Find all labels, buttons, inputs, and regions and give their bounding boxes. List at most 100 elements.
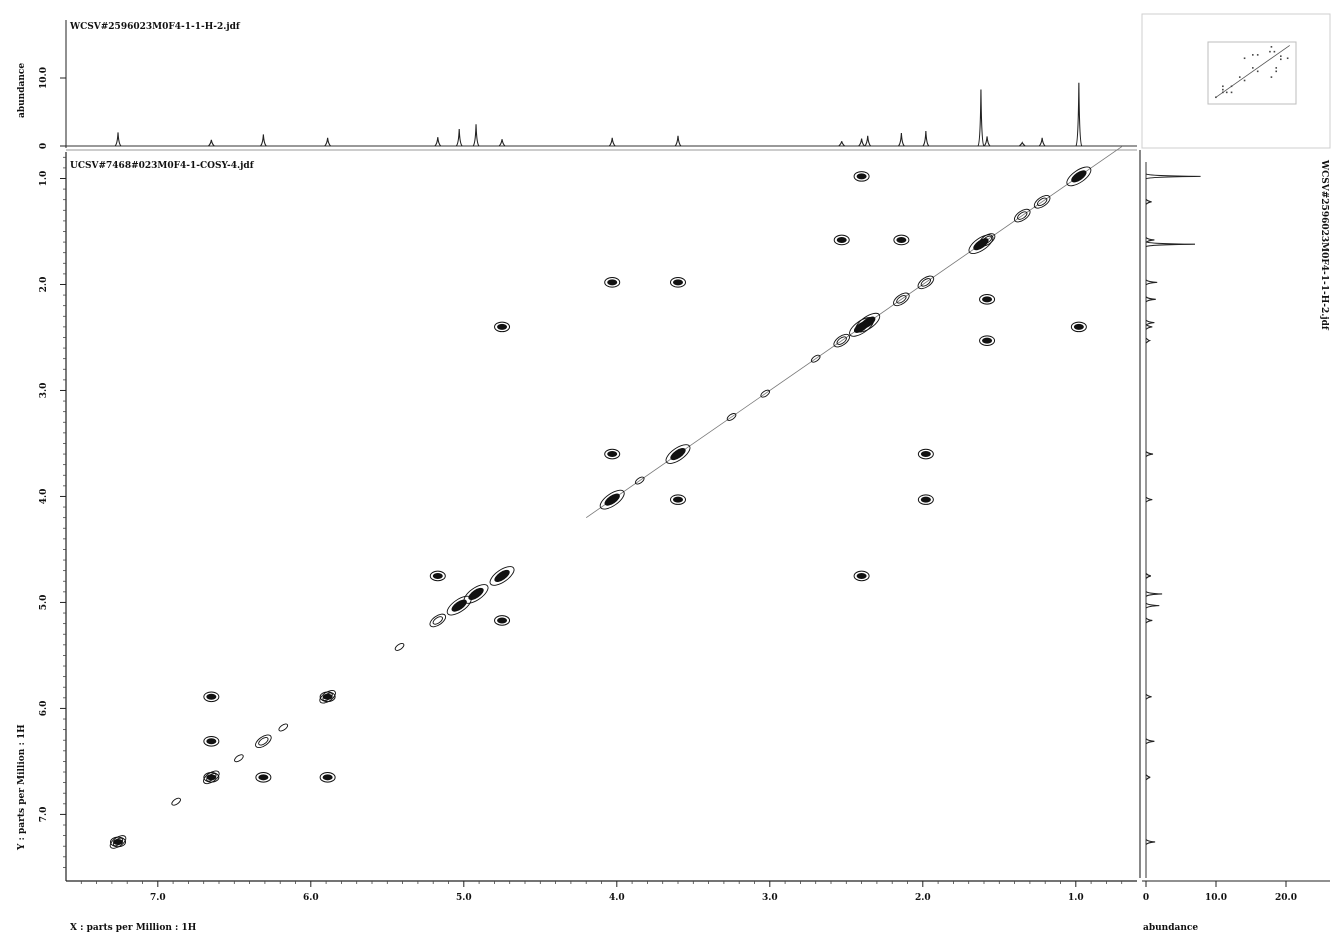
cross-peak-core — [206, 738, 217, 745]
overview-cross-peak — [1280, 58, 1282, 61]
cross-peak-contour — [853, 171, 870, 182]
cross-peak-contour — [110, 836, 127, 848]
overview-cross-peak — [1256, 54, 1259, 56]
cross-peak-contour — [604, 277, 621, 288]
diagonal-peak-contour — [760, 389, 771, 398]
cross-peak-core — [1073, 323, 1084, 330]
right-spectrum-peak — [1145, 323, 1153, 330]
overview-cross-peak — [1222, 85, 1224, 88]
overview-cross-peak — [1252, 54, 1254, 56]
cross-peak-core — [982, 337, 993, 344]
diagonal-peak — [1066, 166, 1092, 187]
y-axis-title: Y : parts per Million : 1H — [17, 724, 27, 851]
cross-peak-contour — [255, 772, 272, 783]
overview-cross-peak — [1222, 88, 1224, 91]
diagonal-peak-contour — [394, 642, 405, 651]
top-spectrum-peak — [983, 136, 991, 147]
overview-cross-peak — [1252, 67, 1254, 69]
cross-peak — [319, 691, 336, 703]
diagonal-peak-contour — [319, 689, 336, 704]
cross-peak — [203, 772, 220, 783]
cross-peak-contour — [494, 615, 511, 626]
right-spectrum-peak — [1145, 279, 1158, 286]
x-tick-label: 6.0 — [303, 893, 319, 903]
cross-peak-core — [607, 279, 618, 286]
right-spectrum-peak — [1145, 573, 1152, 579]
cross-peak-core — [206, 774, 217, 781]
diagonal-peak-core — [1071, 170, 1087, 183]
cross-peak-contour — [319, 691, 336, 703]
cross-peak — [319, 772, 336, 783]
top-spectrum-peak — [838, 141, 846, 147]
cross-peak — [494, 321, 511, 333]
cross-peak — [604, 448, 621, 460]
cross-peak-contour — [319, 772, 336, 783]
diagonal-peak-core — [258, 737, 269, 746]
cross-peak — [979, 294, 996, 305]
x-tick-label: 2.0 — [915, 893, 931, 903]
cross-peak-contour — [494, 321, 511, 333]
diagonal-peak-contour — [489, 566, 515, 586]
overview-cross-peak — [1215, 96, 1217, 99]
right-spectrum-peak — [1145, 602, 1160, 609]
diagonal-peak-core — [836, 336, 847, 345]
cross-peak-core — [982, 296, 993, 303]
top-spectrum-peak — [207, 139, 215, 147]
cross-peak-core — [497, 617, 508, 624]
diagonal-peak-contour — [278, 723, 289, 732]
top-spectrum-file-label: WCSV#2596023M0F4-1-1-H-2.jdf — [69, 22, 241, 32]
overview-cross-peak — [1286, 57, 1289, 60]
cross-peak — [853, 171, 870, 182]
diagonal-peak — [446, 595, 472, 616]
overview-cross-peak — [1273, 50, 1276, 53]
cross-peak-core — [856, 173, 867, 180]
diagonal-peak-contour — [833, 333, 850, 348]
overview-cross-peak — [1270, 46, 1273, 48]
cross-peak-contour — [917, 448, 934, 460]
cross-peak-core — [836, 236, 847, 243]
top-spectrum-peak — [1038, 137, 1046, 147]
top-spectrum-peak — [434, 137, 442, 147]
diagonal-peak-contour — [1013, 208, 1031, 223]
right-spectrum-peak — [1145, 198, 1152, 205]
overview-cross-peak — [1225, 91, 1228, 94]
cross-peaks — [110, 171, 1087, 848]
right-spectrum-file-label: WCSV#2596023M0F4-1-1-H-2.jdf — [1319, 159, 1329, 331]
cross-peak-contour — [604, 448, 621, 460]
cross-peak-core — [920, 451, 931, 458]
top-spectrum-peak — [114, 132, 122, 147]
right-spectrum-peak — [1145, 451, 1154, 457]
top-spectrum-peak — [608, 137, 616, 147]
top-abundance-tick-label: 0 — [39, 143, 49, 149]
diagonal-peak — [278, 723, 289, 732]
diagonal-peak-contour — [849, 317, 875, 337]
y-tick-label: 1.0 — [39, 171, 49, 187]
tick-layer: 7.0 6.0 5.0 4.0 3.0 2.0 1.0 1.0 2.0 3.0 4.0 5.0 6.0 7… — [39, 67, 1297, 903]
diagonal-peak — [810, 354, 821, 363]
top-spectrum-peak — [472, 124, 480, 147]
overview-cross-peak — [1243, 79, 1246, 82]
overview-cross-peak — [1275, 67, 1278, 69]
diagonal-peak-core — [853, 320, 870, 333]
top-spectrum-peak — [324, 137, 332, 147]
cross-peak-core — [322, 774, 333, 781]
x-tick-label: 3.0 — [762, 893, 778, 903]
y-tick-label: 7.0 — [39, 807, 49, 823]
diagonal-peak-contour — [810, 354, 821, 363]
cross-peak-contour — [670, 494, 686, 505]
overview-cross-peak — [1275, 70, 1278, 73]
right-spectrum-peak — [1145, 839, 1156, 845]
y-tick-label: 2.0 — [39, 277, 49, 293]
diagonal-peak-contour — [109, 835, 127, 849]
diagonal-peak — [489, 566, 515, 586]
cross-peak-core — [856, 572, 867, 579]
diagonal-peak-contour — [446, 595, 472, 616]
diagonal-peak — [599, 489, 625, 510]
cross-peak-contour — [203, 735, 220, 747]
cross-peak-contour — [203, 772, 220, 783]
x-tick-label: 5.0 — [456, 893, 472, 903]
x-axis-title: X : parts per Million : 1H — [70, 923, 197, 933]
top-spectrum-peak — [1075, 82, 1083, 147]
right-abundance-tick-label: 0 — [1143, 893, 1149, 903]
